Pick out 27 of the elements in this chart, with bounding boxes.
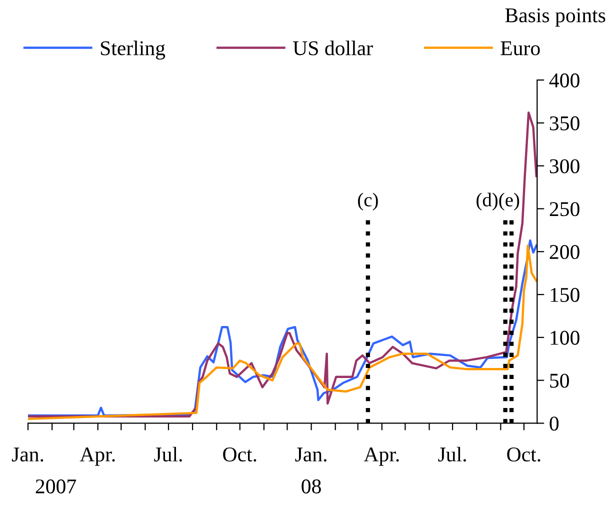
ref-line-label: (d) (476, 192, 498, 210)
y-tick-label: 400 (549, 73, 580, 88)
y-tick-label: 350 (550, 116, 580, 130)
y-tick-label: 150 (550, 288, 580, 302)
y-tick-label: 200 (550, 245, 580, 260)
y-tick-label: 300 (550, 159, 580, 174)
x-tick-label: Jan. (295, 448, 326, 462)
ref-line-label: (c) (358, 192, 378, 210)
y-tick-label: 100 (550, 330, 580, 345)
legend-label: Euro (500, 41, 540, 56)
x-tick-label: Oct. (223, 447, 256, 462)
ref-line-label: (e) (499, 192, 520, 210)
y-tick-label: 0 (550, 416, 559, 431)
y-axis-title: Basis points (505, 8, 606, 27)
x-tick-label: Apr. (80, 448, 115, 466)
x-tick-label: Apr. (364, 448, 399, 466)
x-tick-label: Oct. (507, 447, 540, 462)
text: 08 (302, 479, 321, 494)
x-tick-label: Jan. (12, 448, 44, 462)
y-tick-label: 250 (550, 202, 580, 216)
legend-label: US dollar (293, 40, 373, 56)
x-tick-label: Jul. (438, 446, 466, 462)
line-series (28, 112, 538, 418)
x-tick-label: Jul. (154, 446, 182, 462)
legend-label: Sterling (100, 40, 166, 60)
y-tick-label: 50 (550, 374, 569, 388)
text: 2007 (36, 479, 76, 494)
